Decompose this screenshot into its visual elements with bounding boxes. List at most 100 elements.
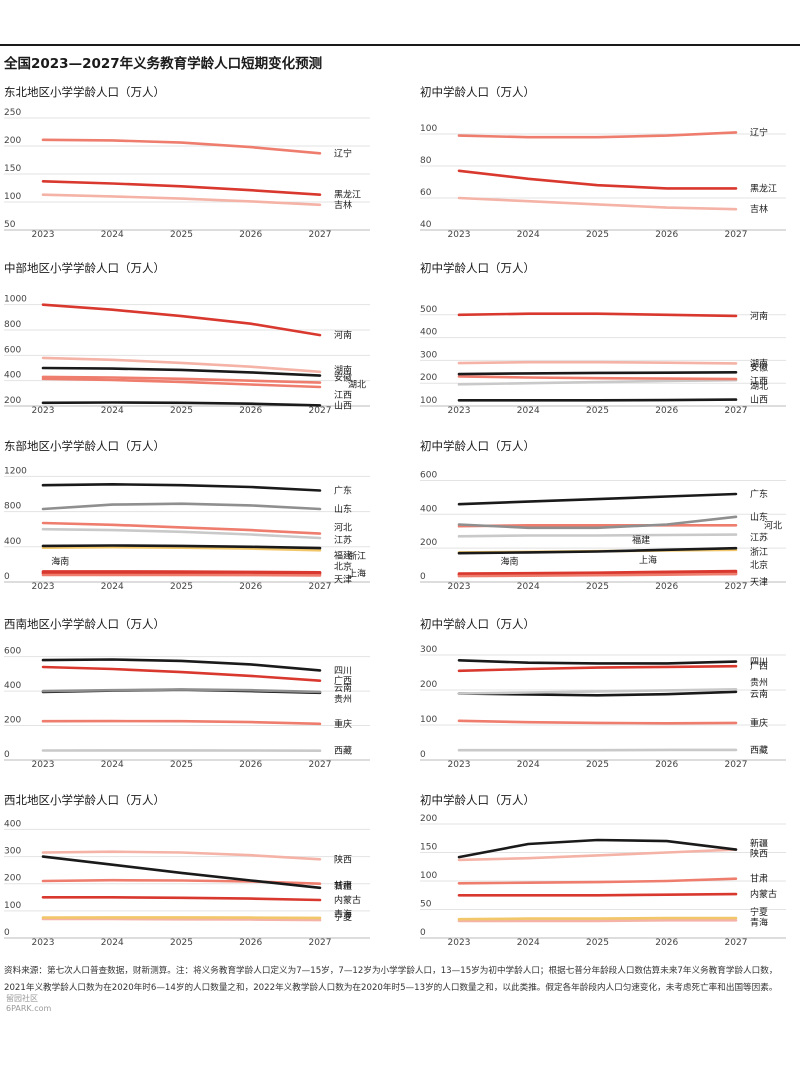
x-tick-label: 2024 — [101, 230, 124, 240]
series-line-0 — [41, 303, 322, 337]
y-tick-label: 150 — [4, 164, 21, 174]
footnote-line-1: 资料来源：第七次人口普查数据，财新测算。注：将义务教育学龄人口定义为7—15岁，… — [4, 966, 778, 976]
x-tick-label: 2027 — [309, 760, 332, 770]
series-label: 江西 — [334, 390, 352, 401]
series-label: 贵州 — [334, 693, 352, 705]
x-tick-label: 2025 — [170, 582, 193, 592]
page-title: 全国2023—2027年义务教育学龄人口短期变化预测 — [4, 56, 323, 72]
series-line-3 — [457, 690, 738, 697]
x-tick-label: 2024 — [517, 406, 540, 416]
y-tick-label: 400 — [4, 537, 21, 547]
y-tick-label: 100 — [4, 192, 21, 202]
x-tick-label: 2025 — [170, 938, 193, 948]
watermark-line-1: 留园社区 — [6, 994, 38, 1003]
series-line-1 — [457, 664, 738, 673]
series-label: 江苏 — [334, 534, 352, 546]
panel-title: 初中学龄人口（万人） — [420, 793, 535, 807]
series-line-1 — [457, 515, 738, 530]
series-label: 江西 — [750, 376, 768, 387]
x-tick-label: 2023 — [448, 406, 471, 416]
series-line-7 — [457, 572, 738, 578]
series-line-3 — [41, 895, 322, 902]
x-tick-label: 2027 — [725, 406, 748, 416]
panel-title: 东部地区小学学龄人口（万人） — [4, 439, 165, 453]
x-tick-label: 2026 — [239, 582, 262, 592]
x-tick-label: 2026 — [655, 230, 678, 240]
series-line-6 — [457, 569, 738, 575]
y-tick-label: 800 — [4, 502, 21, 512]
panel-title: 初中学龄人口（万人） — [420, 261, 535, 275]
y-tick-label: 60 — [420, 188, 432, 198]
y-tick-label: 100 — [4, 901, 21, 911]
series-label: 青海 — [750, 916, 768, 928]
x-tick-label: 2027 — [309, 230, 332, 240]
x-tick-label: 2024 — [101, 582, 124, 592]
x-tick-label: 2025 — [586, 406, 609, 416]
series-label: 海南 — [51, 556, 69, 568]
series-label: 陕西 — [334, 853, 352, 865]
series-line-2 — [457, 687, 738, 695]
series-label: 重庆 — [750, 717, 768, 729]
series-label: 湖南 — [750, 357, 768, 369]
y-tick-label: 200 — [4, 136, 21, 146]
x-tick-label: 2025 — [586, 760, 609, 770]
charts-canvas: 东北地区小学学龄人口（万人） 50 100 150 200 250 2023 2024 2025… — [4, 85, 786, 948]
series-label: 四川 — [334, 666, 352, 676]
series-line-4 — [457, 916, 738, 921]
watermark-line-2: 6PARK.com — [6, 1004, 52, 1013]
y-tick-label: 400 — [4, 371, 21, 381]
series-label: 河南 — [750, 310, 768, 322]
series-label: 安徽 — [334, 372, 352, 384]
series-line-3 — [41, 527, 322, 540]
series-label: 内蒙古 — [334, 894, 361, 906]
x-tick-label: 2026 — [239, 938, 262, 948]
series-line-0 — [457, 658, 738, 665]
y-tick-label: 600 — [4, 647, 21, 657]
y-tick-label: 80 — [420, 156, 432, 166]
x-tick-label: 2023 — [32, 582, 55, 592]
y-tick-label: 0 — [4, 572, 10, 582]
series-line-1 — [41, 356, 322, 374]
x-tick-label: 2024 — [517, 760, 540, 770]
series-line-0 — [457, 838, 738, 859]
series-label: 广东 — [750, 488, 768, 500]
x-tick-label: 2023 — [448, 582, 471, 592]
series-line-5 — [457, 918, 738, 923]
x-tick-label: 2027 — [725, 582, 748, 592]
x-tick-label: 2026 — [655, 760, 678, 770]
y-tick-label: 100 — [420, 871, 437, 881]
series-label: 甘肃 — [750, 873, 768, 885]
y-tick-label: 1200 — [4, 466, 27, 476]
y-tick-label: 400 — [4, 819, 21, 829]
series-label: 黑龙江 — [750, 182, 777, 194]
series-line-1 — [457, 360, 738, 365]
y-tick-label: 200 — [4, 396, 21, 406]
footnote: 资料来源：第七次人口普查数据，财新测算。注：将义务教育学龄人口定义为7—15岁，… — [4, 963, 796, 997]
x-tick-label: 2023 — [448, 760, 471, 770]
series-line-4 — [41, 916, 322, 920]
y-tick-label: 200 — [420, 538, 437, 548]
series-label: 福建 — [334, 549, 352, 561]
series-label: 宁夏 — [334, 911, 352, 923]
series-line-2 — [457, 877, 738, 885]
x-tick-label: 2023 — [32, 406, 55, 416]
series-label: 湖北 — [348, 380, 366, 391]
x-tick-label: 2024 — [101, 760, 124, 770]
series-label: 河南 — [334, 329, 352, 341]
x-tick-label: 2025 — [170, 230, 193, 240]
series-label: 重庆 — [334, 718, 352, 730]
x-tick-label: 2026 — [655, 582, 678, 592]
x-tick-label: 2027 — [309, 582, 332, 592]
series-line-2 — [41, 193, 322, 207]
x-tick-label: 2024 — [101, 406, 124, 416]
series-label: 安徽 — [750, 361, 768, 373]
series-label: 黑龙江 — [334, 189, 361, 201]
x-tick-label: 2025 — [586, 230, 609, 240]
series-line-3 — [457, 375, 738, 381]
series-line-2 — [457, 370, 738, 376]
x-tick-label: 2027 — [725, 938, 748, 948]
series-label: 新疆 — [334, 880, 352, 892]
series-label: 云南 — [334, 682, 352, 694]
y-tick-label: 800 — [4, 320, 21, 330]
y-tick-label: 200 — [420, 814, 437, 824]
